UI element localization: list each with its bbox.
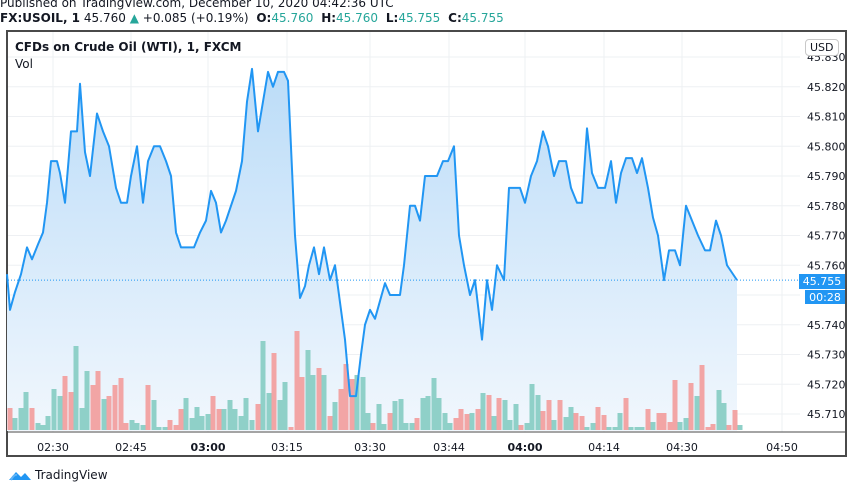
last-price-tag-bg: [799, 274, 845, 289]
price-tick: 45.770: [807, 230, 846, 243]
last-price: 45.760: [83, 11, 126, 25]
price-tick: 45.800: [807, 140, 846, 153]
volume-label: Vol: [15, 57, 33, 71]
chart-frame: [6, 30, 847, 457]
time-tick: 04:30: [666, 441, 698, 454]
time-tick: 03:00: [190, 441, 225, 454]
close-label: C:: [448, 11, 462, 25]
price-tick: 45.710: [807, 408, 846, 421]
volume-bars: [7, 331, 743, 430]
price-tick: 45.810: [807, 111, 846, 124]
countdown-tag-bg: [805, 290, 845, 304]
open-value: 45.760: [271, 11, 314, 25]
countdown-tag: 00:28: [809, 291, 841, 304]
symbol-label: FX:USOIL, 1: [0, 11, 81, 25]
open-label: O:: [256, 11, 272, 25]
tradingview-cloud-icon: [9, 472, 31, 481]
high-label: H:: [321, 11, 337, 25]
time-tick: 04:14: [588, 441, 620, 454]
price-axis[interactable]: 45.83045.82045.81045.80045.79045.78045.7…: [807, 51, 846, 421]
low-value: 45.755: [398, 11, 441, 25]
last-price-tag: 45.755: [803, 275, 842, 288]
price-tick: 45.730: [807, 349, 846, 362]
brand-name: TradingView: [35, 468, 108, 482]
up-arrow-icon: ▲: [129, 11, 139, 25]
price-tick: 45.780: [807, 200, 846, 213]
price-line: [6, 67, 738, 398]
price-tick: 45.790: [807, 170, 846, 183]
time-tick: 03:30: [354, 441, 386, 454]
tradingview-logo[interactable]: TradingView: [8, 467, 108, 483]
time-tick: 02:30: [37, 441, 69, 454]
change-value: +0.085 (+0.19%): [142, 11, 249, 25]
time-tick: 03:15: [271, 441, 303, 454]
high-value: 45.760: [336, 11, 379, 25]
price-tick: 45.760: [807, 259, 846, 272]
price-tick: 45.820: [807, 81, 846, 94]
published-caption: Published on TradingView.com, December 1…: [0, 0, 394, 10]
time-axis[interactable]: 02:30 02:45 03:00 03:15 03:30 03:44 04:00 04:14…: [37, 441, 798, 454]
time-tick: 04:00: [507, 441, 542, 454]
low-label: L:: [385, 11, 399, 25]
ohlc-legend: FX:USOIL, 1 45.760 ▲ +0.085 (+0.19%) O:4…: [0, 11, 504, 25]
chart-title: CFDs on Crude Oil (WTI), 1, FXCM: [15, 40, 242, 54]
price-tick: 45.720: [807, 378, 846, 391]
time-tick: 03:44: [433, 441, 465, 454]
close-value: 45.755: [461, 11, 504, 25]
time-tick: 04:50: [766, 441, 798, 454]
price-area: [7, 68, 737, 432]
time-tick: 02:45: [115, 441, 147, 454]
price-tick: 45.740: [807, 319, 846, 332]
currency-button[interactable]: USD: [805, 39, 839, 56]
